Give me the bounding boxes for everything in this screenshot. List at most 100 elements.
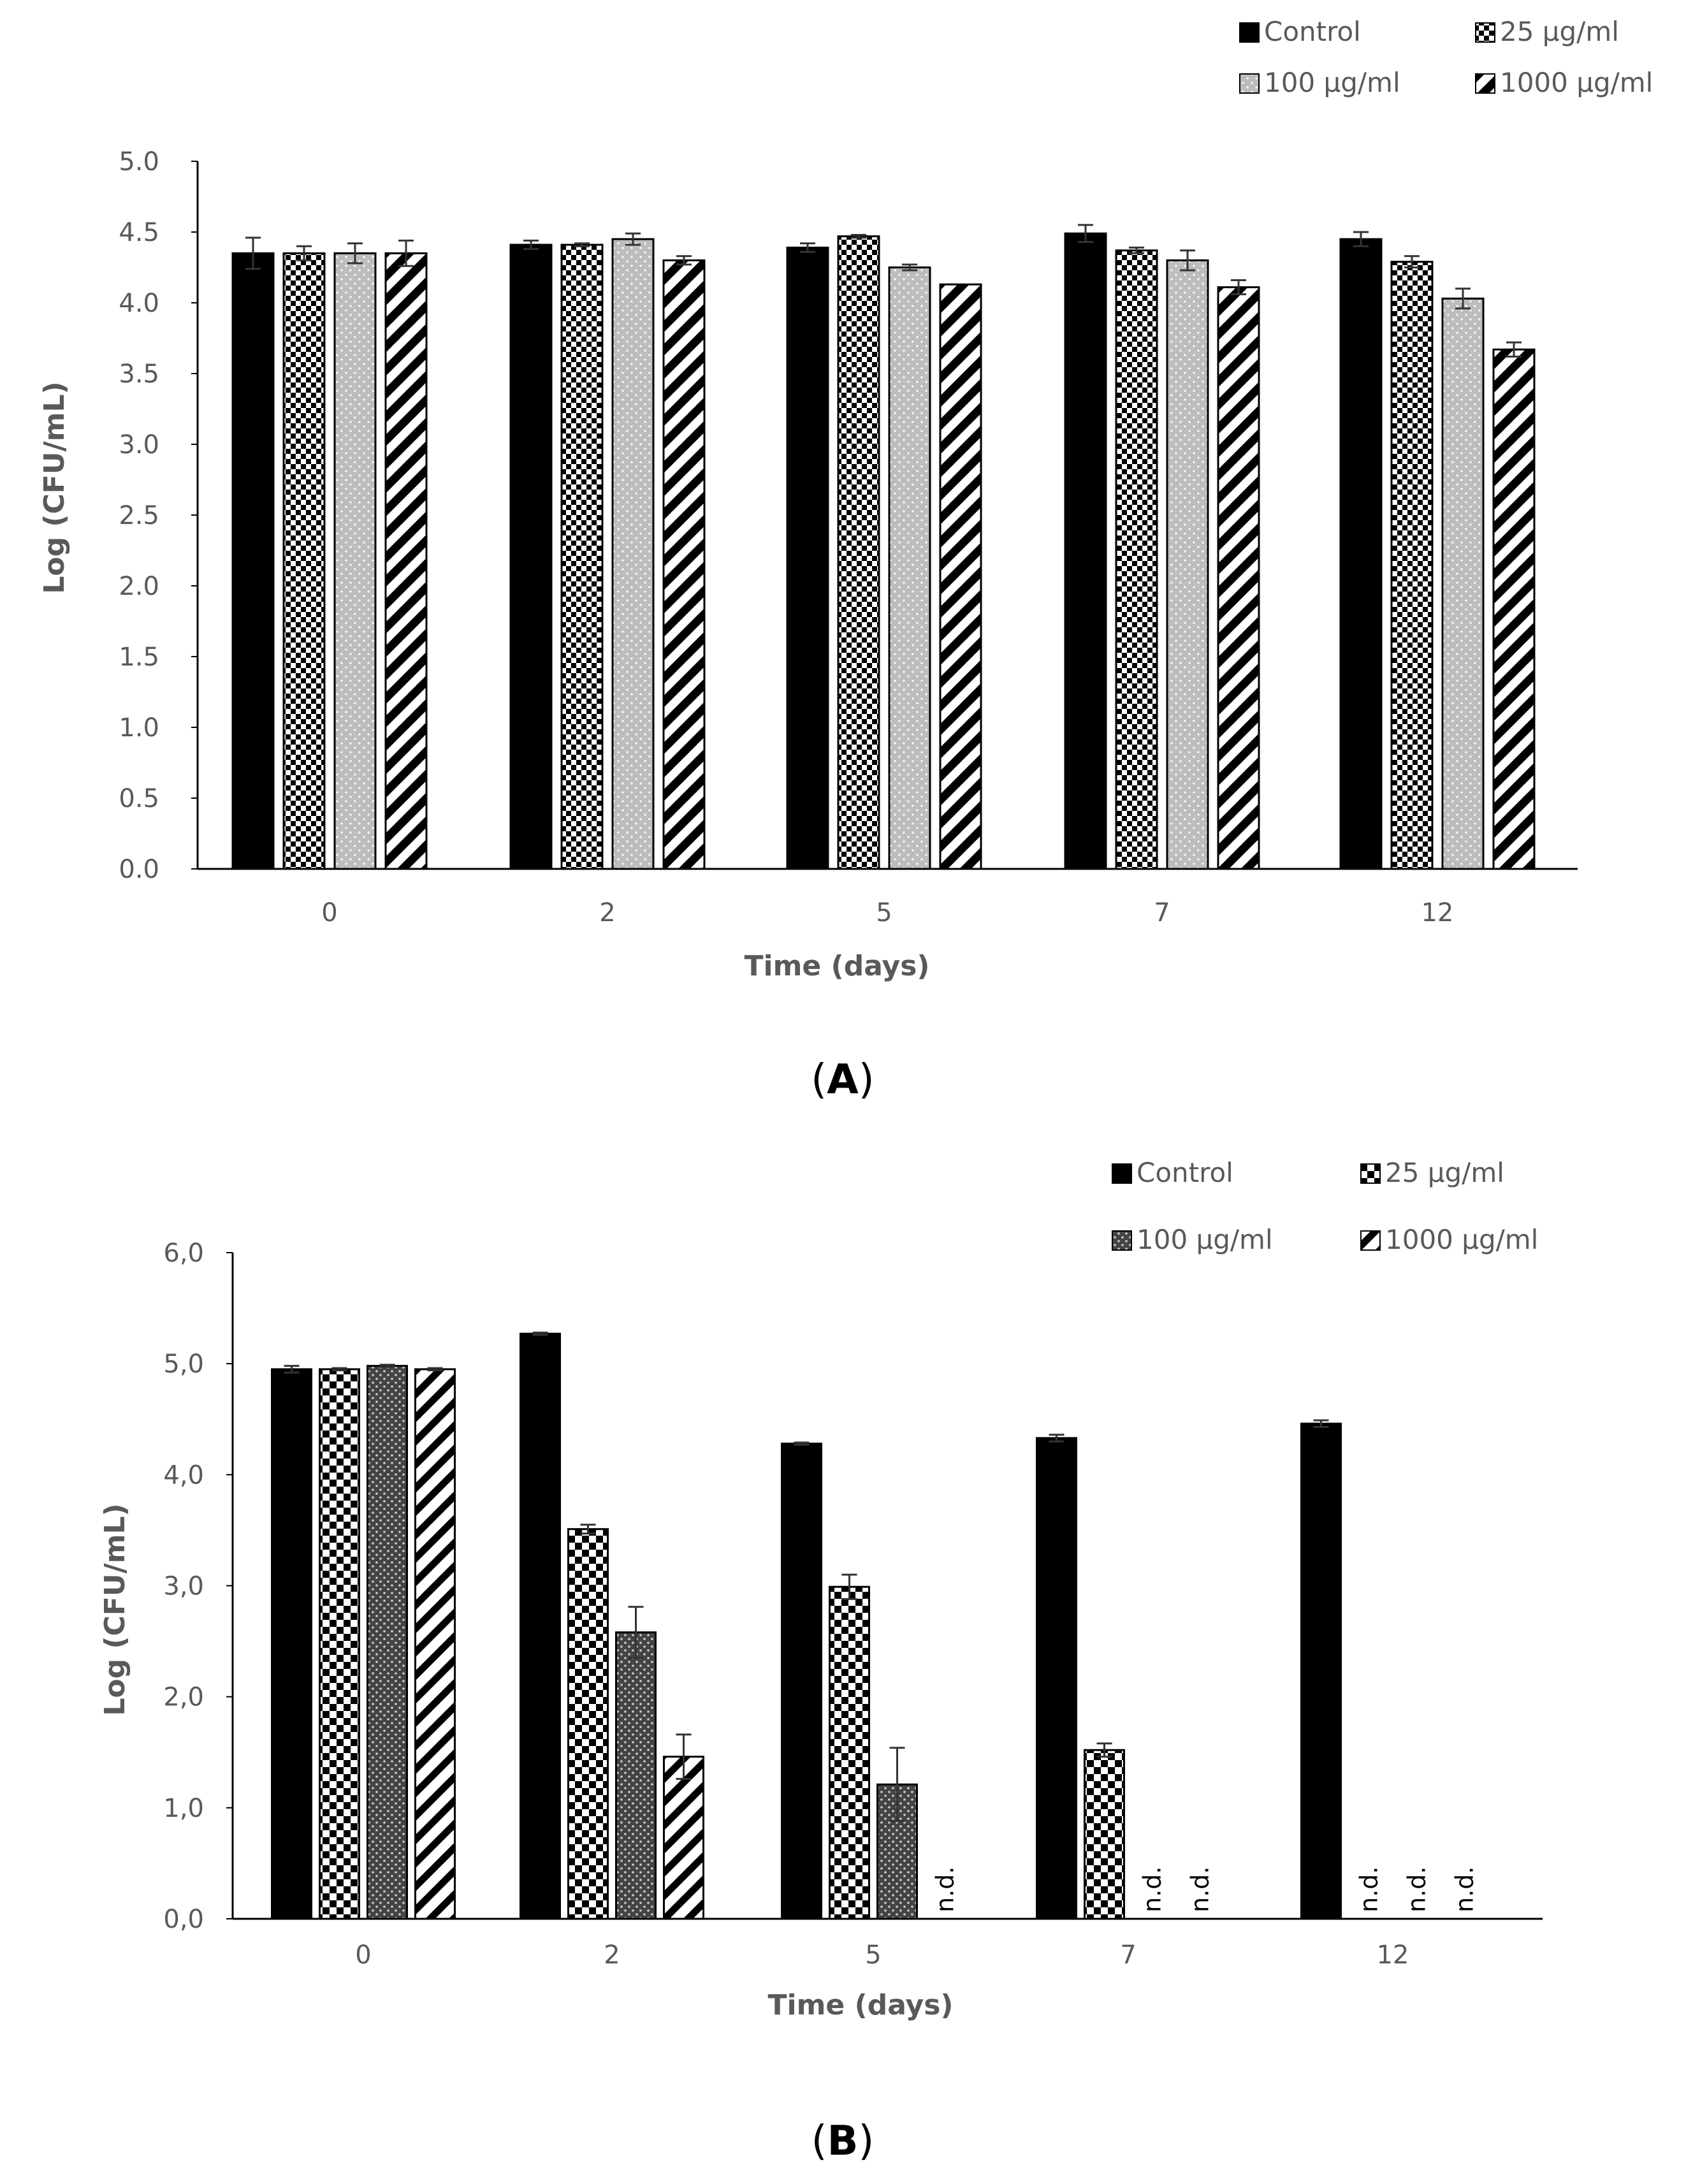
panel-b-letter: B bbox=[827, 2118, 859, 2165]
bar-1000-g-ml bbox=[384, 252, 428, 870]
x-tick-label: 0 bbox=[321, 898, 337, 928]
y-tick-label: 2,0 bbox=[163, 1683, 204, 1712]
y-tick-label: 4.5 bbox=[119, 218, 159, 247]
x-tick-label: 2 bbox=[604, 1940, 620, 1970]
panel-b-chart: n.d. n.d. n.d. n.d. n.d. n.d. 0,0 1,0 2,0 3,0 4,0… bbox=[99, 1157, 1543, 2165]
y-tick-label: 1.5 bbox=[119, 643, 159, 672]
x-tick-label: 2 bbox=[599, 898, 615, 928]
panel-b-ticks: 0,0 1,0 2,0 3,0 4,0 5,0 6,0 0 2 5 7 12 bbox=[163, 1239, 1409, 1970]
panel-a-chart: 0.00.51.01.52.02.53.03.54.04.55.00 2 5 7 12 … bbox=[38, 16, 1653, 1103]
legend-label: 25 μg/ml bbox=[1385, 1157, 1504, 1188]
bar-control bbox=[1339, 238, 1383, 870]
x-tick-label: 0 bbox=[355, 1940, 371, 1970]
panel-a-label: (A) bbox=[811, 1056, 874, 1103]
bar-control bbox=[1300, 1422, 1342, 1920]
not-detected-label: n.d. bbox=[1355, 1867, 1383, 1912]
bar-100-g-ml bbox=[888, 266, 931, 870]
bar-25-g-ml bbox=[1390, 261, 1434, 870]
panel-a-legend: Control 25 μg/ml 100 μg/ml 1000 μg/ml bbox=[1239, 16, 1653, 98]
bar-1000-g-ml bbox=[663, 1756, 704, 1920]
y-tick-label: 0,0 bbox=[163, 1905, 204, 1934]
y-tick-label: 4,0 bbox=[163, 1460, 204, 1490]
bar-100-g-ml bbox=[615, 1631, 657, 1920]
bar-1000-g-ml bbox=[414, 1368, 456, 1920]
y-tick-label: 5.0 bbox=[119, 147, 159, 177]
bar-25-g-ml bbox=[1084, 1749, 1125, 1920]
bar-100-g-ml bbox=[876, 1783, 918, 1920]
bar-control bbox=[786, 246, 829, 870]
legend-swatch bbox=[1112, 1230, 1132, 1251]
bar-control bbox=[271, 1368, 312, 1920]
x-tick-label: 7 bbox=[1120, 1940, 1136, 1970]
y-tick-label: 3,0 bbox=[163, 1572, 204, 1601]
bar-100-g-ml bbox=[367, 1365, 408, 1920]
bar-control bbox=[1064, 232, 1107, 870]
legend-label: Control bbox=[1264, 16, 1361, 47]
legend-label: 1000 μg/ml bbox=[1385, 1224, 1538, 1255]
x-tick-label: 12 bbox=[1377, 1940, 1409, 1970]
panel-b-bars: n.d. n.d. n.d. n.d. n.d. n.d. bbox=[271, 1331, 1479, 1920]
x-tick-label: 7 bbox=[1154, 898, 1170, 928]
y-tick-label: 3.5 bbox=[119, 360, 159, 389]
panel-b-legend: Control 25 μg/ml 100 μg/ml 1000 μg/ml bbox=[1112, 1157, 1538, 1255]
legend-swatch bbox=[1239, 73, 1260, 94]
legend-label: Control bbox=[1137, 1157, 1233, 1188]
y-tick-label: 0.0 bbox=[119, 855, 159, 884]
panel-b-x-axis-title: Time (days) bbox=[767, 1989, 953, 2021]
bar-1000-g-ml bbox=[1217, 286, 1260, 870]
y-tick-label: 3.0 bbox=[119, 430, 159, 460]
legend-label: 100 μg/ml bbox=[1137, 1224, 1273, 1255]
legend-label: 1000 μg/ml bbox=[1500, 67, 1653, 98]
y-tick-label: 2.0 bbox=[119, 572, 159, 601]
y-tick-label: 2.5 bbox=[119, 501, 159, 530]
panel-a-y-axis-title: Log (CFU/mL) bbox=[38, 381, 71, 593]
y-tick-label: 1.0 bbox=[119, 713, 159, 743]
bar-25-g-ml bbox=[1115, 249, 1158, 870]
bar-100-g-ml bbox=[611, 238, 655, 870]
bar-25-g-ml bbox=[319, 1368, 360, 1920]
panel-a-x-axis-title: Time (days) bbox=[744, 950, 929, 982]
bar-25-g-ml bbox=[282, 252, 326, 870]
legend-label: 25 μg/ml bbox=[1500, 16, 1619, 47]
bar-control bbox=[231, 252, 275, 870]
bar-25-g-ml bbox=[560, 244, 604, 870]
not-detected-label: n.d. bbox=[931, 1867, 959, 1912]
bar-1000-g-ml bbox=[662, 259, 706, 870]
bar-25-g-ml bbox=[829, 1585, 870, 1920]
bar-1000-g-ml bbox=[939, 283, 982, 870]
bar-control bbox=[1036, 1437, 1077, 1920]
panel-a-bars bbox=[231, 224, 1536, 870]
panel-a-letter: A bbox=[827, 1056, 859, 1103]
legend-label: 100 μg/ml bbox=[1264, 67, 1400, 98]
bar-1000-g-ml bbox=[1492, 348, 1536, 870]
bar-100-g-ml bbox=[333, 252, 377, 870]
bar-100-g-ml bbox=[1166, 259, 1209, 870]
legend-swatch bbox=[1112, 1163, 1132, 1184]
bar-control bbox=[781, 1443, 822, 1920]
panel-b-y-axis-title: Log (CFU/mL) bbox=[99, 1503, 131, 1715]
bar-control bbox=[520, 1332, 561, 1920]
legend-swatch bbox=[1360, 1230, 1381, 1251]
legend-swatch bbox=[1475, 73, 1495, 94]
not-detected-label: n.d. bbox=[1186, 1867, 1214, 1912]
y-tick-label: 0.5 bbox=[119, 784, 159, 813]
x-tick-label: 5 bbox=[865, 1940, 881, 1970]
not-detected-label: n.d. bbox=[1138, 1867, 1166, 1912]
y-tick-label: 1,0 bbox=[163, 1794, 204, 1823]
not-detected-label: n.d. bbox=[1451, 1867, 1479, 1912]
x-tick-label: 12 bbox=[1421, 898, 1454, 928]
panel-a-ticks: 0.0 0.5 1.0 1.5 2.0 2.5 3.0 3.5 4.0 4.5 5.0 0 2 5 7 12 bbox=[119, 147, 1453, 928]
bar-control bbox=[509, 244, 553, 870]
y-tick-label: 6,0 bbox=[163, 1239, 204, 1268]
legend-swatch bbox=[1475, 22, 1495, 43]
y-tick-label: 5,0 bbox=[163, 1350, 204, 1379]
y-tick-label: 4.0 bbox=[119, 289, 159, 318]
legend-swatch bbox=[1239, 22, 1260, 43]
bar-100-g-ml bbox=[1441, 297, 1485, 870]
bar-25-g-ml bbox=[837, 235, 880, 870]
x-tick-label: 5 bbox=[876, 898, 892, 928]
not-detected-label: n.d. bbox=[1403, 1867, 1431, 1912]
legend-swatch bbox=[1360, 1163, 1381, 1184]
bar-25-g-ml bbox=[567, 1528, 609, 1920]
